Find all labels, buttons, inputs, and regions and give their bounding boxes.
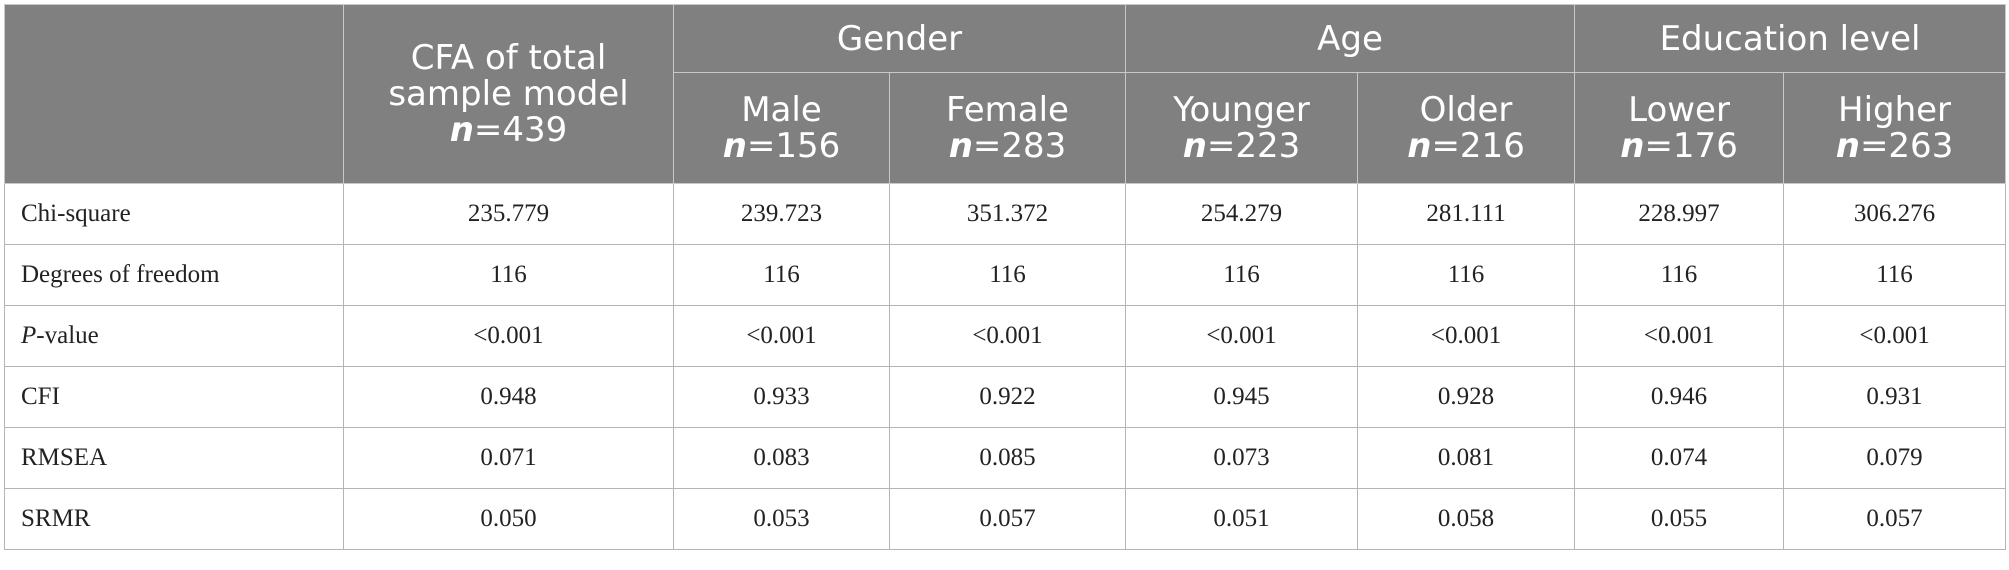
header-group-age: Age [1125,4,1576,73]
header-total-n-label: n [449,110,474,150]
cell-lower: 0.946 [1574,366,1785,428]
header-sub-label: Male [741,90,822,130]
header-sub-n-label: n [722,126,747,166]
header-sub-n-value: =216 [1431,126,1525,166]
row-label: Chi-square [4,183,344,245]
fit-indices-table: CFA of total sample model n=439 Gender A… [4,4,2007,550]
header-row-subgroups: Male n=156 Female n=283 Younger n=223 Ol… [5,72,2007,184]
header-sub-female: Female n=283 [888,72,1127,184]
header-sub-older: Older n=216 [1357,72,1576,184]
fit-indices-table-container: CFA of total sample model n=439 Gender A… [4,4,2007,550]
header-group-education: Education level [1574,4,2007,73]
cell-female: 0.057 [888,488,1127,550]
cell-female: 0.922 [888,366,1127,428]
row-label: CFI [4,366,344,428]
cell-younger: 0.051 [1125,488,1359,550]
header-sub-n-value: =283 [972,126,1067,166]
cell-total: <0.001 [343,305,674,367]
cell-male: 239.723 [673,183,890,245]
table-body: Chi-square 235.779 239.723 351.372 254.2… [4,183,2007,550]
header-sub-label: Female [946,90,1069,130]
cell-lower: <0.001 [1574,305,1785,367]
header-sub-label: Higher [1838,90,1952,130]
cell-total: 0.050 [343,488,674,550]
header-row-groups: CFA of total sample model n=439 Gender A… [4,4,2007,184]
row-label: P-value [4,305,344,367]
table-row-p-value: P-value <0.001 <0.001 <0.001 <0.001 <0.0… [4,305,2007,367]
cell-higher: 0.057 [1783,488,2007,550]
table-row-srmr: SRMR 0.050 0.053 0.057 0.051 0.058 0.055… [4,488,2007,550]
cell-higher: 306.276 [1783,183,2007,245]
cell-female: 0.085 [888,427,1127,489]
cell-lower: 0.074 [1574,427,1785,489]
cell-male: <0.001 [673,305,890,367]
header-sub-n-label: n [948,126,973,166]
header-sub-label: Younger [1173,90,1310,130]
cell-male: 0.933 [673,366,890,428]
cell-higher: 0.079 [1783,427,2007,489]
row-label: RMSEA [4,427,344,489]
table-row-degrees-of-freedom: Degrees of freedom 116 116 116 116 116 1… [4,244,2007,306]
cell-younger: <0.001 [1125,305,1359,367]
header-sub-label: Older [1419,90,1513,130]
cell-older: 116 [1357,244,1576,306]
cell-older: 0.081 [1357,427,1576,489]
row-label-rest: -value [36,322,99,349]
cell-male: 0.053 [673,488,890,550]
cell-younger: 0.945 [1125,366,1359,428]
cell-male: 0.083 [673,427,890,489]
cell-higher: 116 [1783,244,2007,306]
cell-younger: 254.279 [1125,183,1359,245]
cell-older: 0.928 [1357,366,1576,428]
header-sub-n-label: n [1182,126,1207,166]
cell-lower: 0.055 [1574,488,1785,550]
header-total-line2: sample model [388,74,629,114]
cell-higher: 0.931 [1783,366,2007,428]
cell-total: 0.948 [343,366,674,428]
cell-older: 281.111 [1357,183,1576,245]
header-sub-n-value: =223 [1206,126,1301,166]
header-sub-lower: Lower n=176 [1574,72,1785,184]
cell-total: 235.779 [343,183,674,245]
table-header: CFA of total sample model n=439 Gender A… [4,4,2007,184]
cell-higher: <0.001 [1783,305,2007,367]
row-label: Degrees of freedom [4,244,344,306]
header-sub-male: Male n=156 [673,72,890,184]
header-sub-n-value: =176 [1644,126,1738,166]
cell-lower: 228.997 [1574,183,1785,245]
header-sub-higher: Higher n=263 [1783,72,2007,184]
header-total-n-value: =439 [473,110,568,150]
cell-total: 116 [343,244,674,306]
header-corner-cell [4,4,344,184]
cell-older: <0.001 [1357,305,1576,367]
header-sub-n-label: n [1407,126,1432,166]
header-group-gender: Gender [672,4,1127,73]
cell-female: 351.372 [888,183,1127,245]
table-row-cfi: CFI 0.948 0.933 0.922 0.945 0.928 0.946 … [4,366,2007,428]
header-sub-n-value: =156 [746,126,841,166]
header-sub-n-label: n [1835,126,1860,166]
header-total-sample: CFA of total sample model n=439 [343,4,674,184]
cell-female: <0.001 [888,305,1127,367]
header-sub-label: Lower [1628,90,1730,130]
row-label: SRMR [4,488,344,550]
cell-older: 0.058 [1357,488,1576,550]
row-label-italic: P [21,322,37,349]
header-sub-n-value: =263 [1859,126,1954,166]
header-sub-n-label: n [1620,126,1645,166]
header-total-line1: CFA of total [410,38,607,78]
table-row-chi-square: Chi-square 235.779 239.723 351.372 254.2… [4,183,2007,245]
cell-female: 116 [888,244,1127,306]
cell-total: 0.071 [343,427,674,489]
cell-younger: 0.073 [1125,427,1359,489]
table-row-rmsea: RMSEA 0.071 0.083 0.085 0.073 0.081 0.07… [4,427,2007,489]
cell-younger: 116 [1125,244,1359,306]
header-sub-younger: Younger n=223 [1125,72,1359,184]
cell-lower: 116 [1574,244,1785,306]
cell-male: 116 [673,244,890,306]
